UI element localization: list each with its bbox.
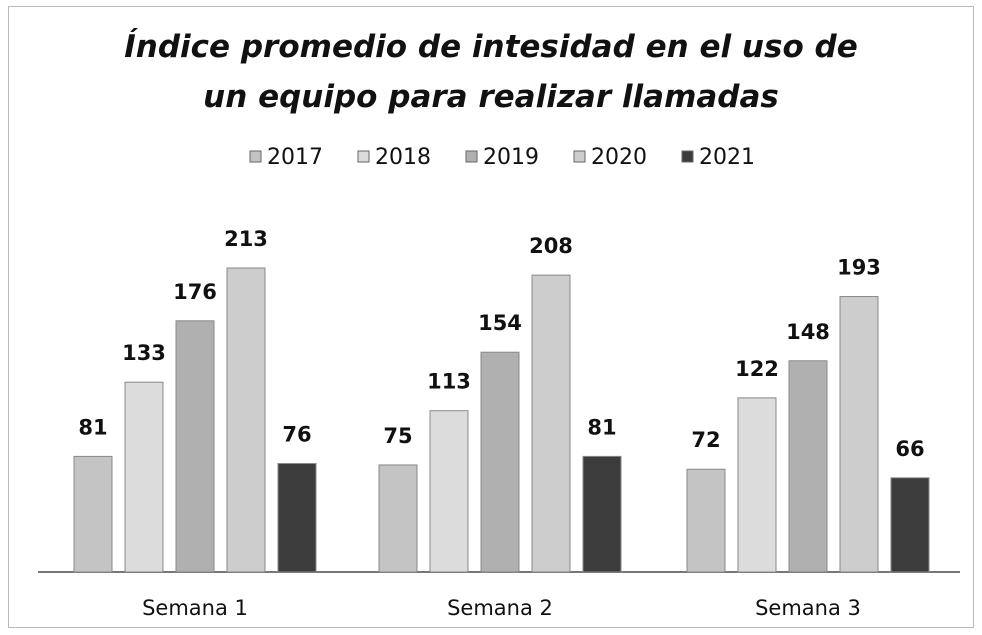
data-label: 148 [786, 320, 830, 344]
legend-swatch [573, 150, 586, 163]
data-label: 176 [173, 280, 217, 304]
bar [890, 477, 930, 573]
data-label: 122 [735, 357, 779, 381]
data-label: 75 [383, 424, 412, 448]
data-label: 81 [78, 415, 107, 439]
bar [429, 410, 469, 573]
bar [737, 397, 777, 573]
bar [839, 296, 879, 573]
data-label: 193 [837, 256, 881, 280]
bar [73, 455, 113, 573]
data-label: 213 [224, 227, 268, 251]
legend-swatch [465, 150, 478, 163]
legend-label: 2020 [591, 145, 647, 170]
data-label: 81 [587, 415, 616, 439]
data-label: 76 [282, 423, 311, 447]
legend-label: 2017 [267, 145, 323, 170]
bar [277, 463, 317, 573]
bar [480, 351, 520, 573]
title-box: Índice promedio de intesidad en el uso d… [0, 22, 982, 122]
chart-title: Índice promedio de intesidad en el uso d… [124, 29, 858, 115]
legend-label: 2019 [483, 145, 539, 170]
bar [531, 274, 571, 573]
legend-swatch [681, 150, 694, 163]
x-tick-label: Semana 3 [755, 596, 861, 620]
bar [175, 320, 215, 573]
bar [378, 464, 418, 573]
bar [686, 468, 726, 573]
data-label: 208 [529, 234, 573, 258]
chart-frame [8, 6, 974, 628]
bar [226, 267, 266, 573]
data-label: 133 [122, 341, 166, 365]
legend-label: 2021 [699, 145, 755, 170]
x-tick-label: Semana 1 [142, 596, 248, 620]
bar [788, 360, 828, 573]
legend-swatch [357, 150, 370, 163]
legend-label: 2018 [375, 145, 431, 170]
data-label: 113 [427, 370, 471, 394]
data-label: 72 [691, 428, 720, 452]
x-tick-label: Semana 2 [447, 596, 553, 620]
data-label: 154 [478, 311, 522, 335]
legend-swatch [249, 150, 262, 163]
data-label: 66 [895, 437, 924, 461]
bar [582, 455, 622, 573]
bar [124, 381, 164, 573]
